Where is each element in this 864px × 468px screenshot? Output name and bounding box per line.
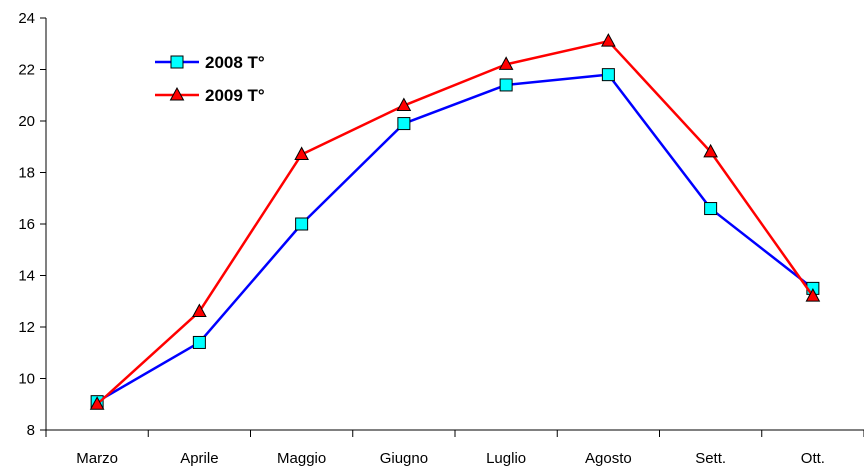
x-tick-label: Maggio	[277, 450, 326, 467]
series-1-point	[192, 335, 206, 349]
legend-label: 2008 T°	[205, 53, 265, 72]
series-2-line	[96, 39, 814, 406]
y-tick-label: 16	[18, 216, 35, 233]
series-1-point	[499, 78, 513, 92]
y-axis-ticks: 8 10 12 14 16 18 20 22 24	[18, 10, 46, 439]
series-1-point	[295, 217, 309, 231]
series-2-point	[396, 97, 412, 112]
series-2-point	[498, 56, 514, 70]
series-1-point	[704, 202, 718, 216]
series-2-point	[294, 146, 309, 160]
x-tick-label: Marzo	[76, 450, 118, 467]
legend-label: 2009 T°	[205, 86, 265, 105]
series-1-point	[601, 68, 615, 82]
series-2-point	[703, 143, 718, 158]
legend-swatch-marker	[169, 86, 185, 101]
x-axis-ticks: Marzo Aprile Maggio Giugno Luglio Agosto Sett.…	[45, 430, 864, 467]
series-2-point	[805, 288, 821, 302]
legend: 2008 T° 2009 T°	[155, 53, 265, 105]
axes	[45, 18, 864, 431]
y-tick-label: 12	[18, 319, 35, 336]
series-2-point	[192, 303, 207, 318]
y-tick-label: 14	[18, 268, 35, 285]
series-2-point	[601, 33, 616, 47]
x-tick-label: Aprile	[180, 450, 218, 467]
y-tick-label: 8	[27, 422, 35, 439]
x-tick-label: Ott.	[801, 450, 825, 467]
series-1	[90, 68, 820, 409]
y-tick-label: 20	[18, 113, 35, 130]
series-2	[89, 33, 821, 410]
x-tick-label: Luglio	[486, 450, 526, 467]
x-tick-label: Agosto	[585, 450, 632, 467]
x-tick-label: Giugno	[380, 450, 428, 467]
y-tick-label: 24	[18, 10, 35, 27]
y-tick-label: 18	[18, 165, 35, 182]
legend-swatch-marker	[170, 55, 184, 69]
legend-item-1: 2008 T°	[155, 53, 265, 72]
y-tick-label: 10	[18, 371, 35, 388]
series-2-point	[89, 396, 105, 410]
series-1-line	[96, 73, 814, 403]
legend-item-2: 2009 T°	[155, 86, 265, 105]
series-layer	[89, 33, 821, 410]
y-tick-label: 22	[18, 62, 35, 79]
x-tick-label: Sett.	[695, 450, 726, 467]
series-1-point	[397, 117, 411, 131]
